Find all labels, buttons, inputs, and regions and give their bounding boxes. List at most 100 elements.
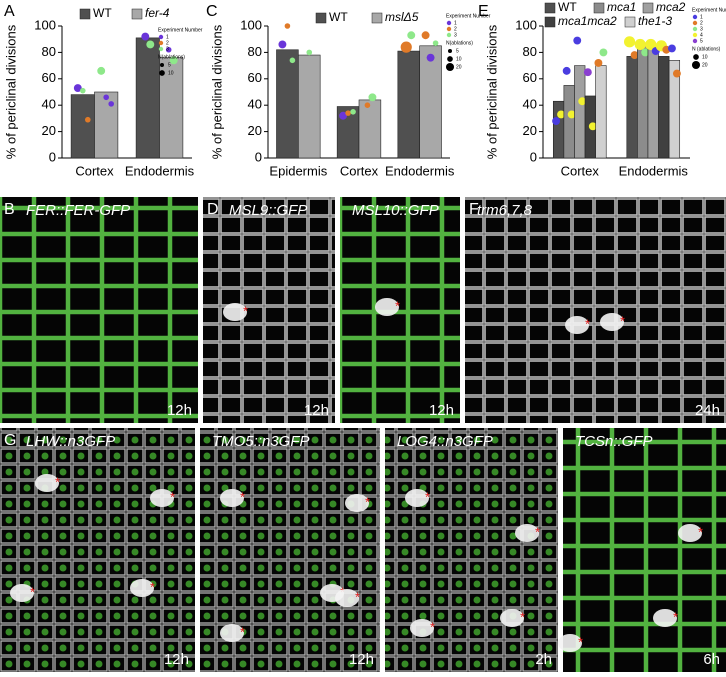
time-label: 12h	[429, 402, 454, 419]
ablated-cell	[375, 298, 399, 316]
y-tick-label: 20	[523, 123, 537, 138]
time-label: 12h	[167, 402, 192, 419]
panel-letter: B	[4, 201, 15, 218]
ablation-marker: *	[673, 609, 678, 624]
x-tick-label: Epidermis	[269, 163, 327, 178]
micrograph-cells	[385, 428, 558, 672]
experiment-legend-title: Experiment Number	[446, 13, 491, 19]
ablated-cell	[220, 489, 244, 507]
legend-label: the1-3	[638, 14, 672, 28]
x-tick-label: Endodermis	[385, 163, 455, 178]
ablated-cell	[345, 494, 369, 512]
data-point	[400, 41, 412, 53]
ablated-cell	[35, 474, 59, 492]
bar	[552, 100, 565, 159]
data-point	[594, 59, 603, 67]
data-point	[645, 38, 657, 51]
experiment-label: 4	[700, 32, 703, 38]
ablated-cell	[405, 489, 429, 507]
bar	[397, 50, 420, 159]
ablation-marker: *	[425, 489, 430, 504]
ablation-marker: *	[365, 494, 370, 509]
image-label: TMO5::n3GFP	[212, 433, 310, 450]
data-point	[557, 110, 566, 119]
ablation-marker: *	[395, 298, 400, 313]
data-point	[141, 32, 150, 41]
data-point	[562, 66, 571, 75]
ablated-cell	[653, 609, 677, 627]
size-swatch	[159, 62, 165, 68]
y-tick-label: 0	[49, 149, 56, 164]
experiment-swatch	[158, 40, 164, 46]
bar	[563, 85, 575, 159]
bar	[70, 94, 95, 159]
y-tick-label: 60	[248, 70, 262, 85]
micrograph-cells	[0, 197, 198, 423]
x-tick-label: Endodermis	[125, 163, 195, 178]
y-tick-label: 100	[34, 17, 56, 32]
image-label: TCSn::GFP	[575, 433, 653, 450]
data-point	[97, 66, 106, 75]
size-swatch	[445, 62, 455, 72]
ablation-marker: *	[520, 609, 525, 624]
ablated-cell	[500, 609, 524, 627]
ablation-marker: *	[585, 316, 590, 331]
y-tick-label: 80	[248, 44, 262, 59]
y-tick-label: 60	[523, 70, 537, 85]
experiment-swatch	[446, 26, 452, 32]
bar	[298, 54, 321, 159]
experiment-label: 2	[454, 26, 457, 32]
size-label: 10	[702, 54, 708, 60]
data-point	[103, 94, 109, 101]
image-label: LOG4::n3GFP	[397, 433, 493, 450]
y-tick-label: 0	[255, 149, 262, 164]
ablated-cell	[515, 524, 539, 542]
experiment-legend-title: Experiment Number	[692, 7, 726, 13]
ablation-marker: *	[430, 619, 435, 634]
image-label: LHW::n3GFP	[26, 433, 115, 450]
data-point	[567, 110, 576, 119]
experiment-swatch	[692, 26, 698, 32]
micrograph-cells	[0, 428, 195, 672]
ablated-cell	[558, 634, 582, 652]
panel-letter: C	[206, 3, 218, 20]
ablation-marker: *	[535, 524, 540, 539]
panel-letter: E	[478, 3, 489, 20]
data-point	[169, 56, 178, 65]
data-point	[278, 40, 287, 49]
ablation-marker: *	[698, 524, 703, 539]
experiment-swatch	[692, 32, 698, 38]
panel-letter: A	[4, 3, 15, 20]
y-tick-label: 0	[530, 149, 537, 164]
y-tick-label: 100	[515, 17, 537, 32]
y-axis-label: % of periclinal divisions	[209, 24, 224, 159]
bar	[276, 49, 299, 159]
data-point	[578, 97, 587, 106]
ablated-cell	[410, 619, 434, 637]
bar	[574, 65, 586, 159]
ablated-cell	[335, 589, 359, 607]
data-point	[407, 31, 416, 40]
data-point	[306, 49, 313, 56]
time-label: 24h	[695, 402, 720, 419]
data-point	[630, 51, 639, 59]
ablated-cell	[600, 313, 624, 331]
micrograph-cells	[203, 197, 335, 423]
bar	[647, 46, 659, 159]
legend-swatch	[544, 2, 556, 14]
legend-label: WT	[93, 6, 112, 20]
legend-swatch	[315, 12, 327, 24]
legend-label: WT	[558, 0, 577, 14]
image-label: MSL10::GFP	[352, 202, 439, 219]
image-label: trm6,7,8	[477, 202, 533, 219]
y-tick-label: 40	[42, 97, 56, 112]
ablation-marker: *	[240, 489, 245, 504]
ablated-cell	[130, 579, 154, 597]
experiment-label: 3	[700, 26, 703, 32]
ablation-marker: *	[355, 589, 360, 604]
experiment-label: 1	[454, 20, 457, 26]
size-swatch	[159, 70, 165, 76]
panel-letter: F	[469, 201, 479, 218]
